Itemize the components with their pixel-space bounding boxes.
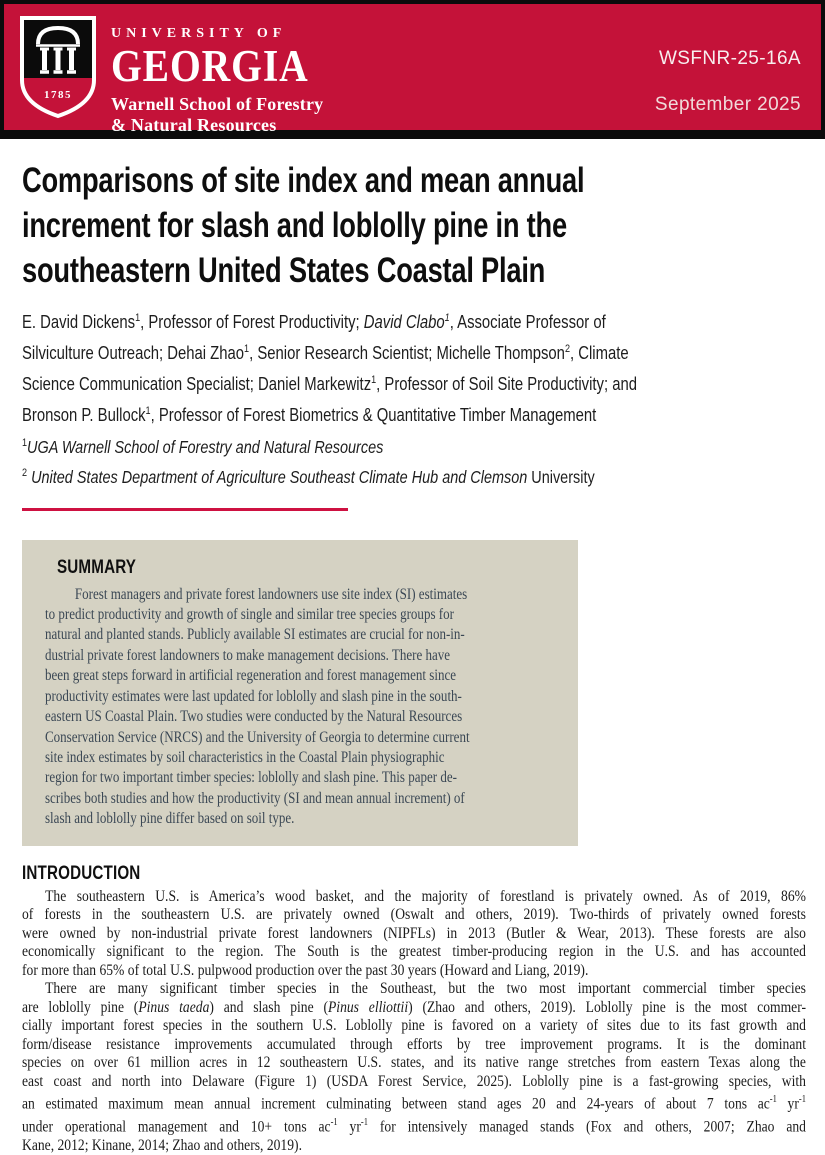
school-name: Warnell School of Forestry & Natural Res… [111, 94, 351, 136]
georgia-text: GEORGIA [111, 41, 309, 91]
body-line: species on over 61 million acres in 12 s… [22, 1054, 806, 1072]
school-line1: Warnell School of Forestry [111, 94, 324, 114]
masthead-band: 1785 UNIVERSITY OF GEORGIA Warnell Schoo… [4, 4, 821, 135]
logo-year: 1785 [44, 89, 72, 101]
introduction-heading: INTRODUCTION [22, 862, 141, 884]
introduction-paragraph-1: The southeastern U.S. is America’s wood … [22, 888, 806, 981]
summary-line: to predict productivity and growth of si… [45, 606, 454, 624]
title-line-2: increment for slash and loblolly pine in… [22, 206, 567, 245]
uga-shield-logo: 1785 [18, 14, 98, 125]
body-line: were owned by non-industrial private for… [22, 924, 806, 942]
document-number: WSFNR-25-16A [658, 48, 801, 69]
author-line: Bronson P. Bullock1, Professor of Forest… [22, 405, 597, 425]
page-title: Comparisons of site index and mean annua… [22, 158, 810, 293]
body-line: under operational management and 10+ ton… [22, 1116, 806, 1136]
summary-line: natural and planted stands. Publicly ava… [45, 626, 465, 644]
introduction-paragraph-2: There are many significant timber specie… [22, 980, 806, 1155]
author-line: Science Communication Specialist; Daniel… [22, 374, 637, 394]
summary-line: site index estimates by soil characteris… [45, 748, 445, 766]
masthead-right: WSFNR-25-16A September 2025 [655, 4, 821, 116]
masthead-bottom-bar [0, 130, 825, 139]
summary-line: eastern US Coastal Plain. Two studies we… [45, 708, 463, 726]
body-line: of forests in the southeastern U.S. are … [22, 906, 806, 924]
uga-shield-icon: 1785 [20, 16, 96, 119]
title-line-1: Comparisons of site index and mean annua… [22, 161, 585, 200]
university-of-text: UNIVERSITY OF [111, 26, 287, 41]
body-line: east coast and north into Delaware (Figu… [22, 1072, 806, 1090]
body-line: for more than 65% of total U.S. pulpwood… [22, 961, 589, 979]
summary-line: productivity estimates were last updated… [45, 687, 462, 705]
author-block: E. David Dickens1, Professor of Forest P… [22, 305, 806, 429]
summary-line: been great steps forward in artificial r… [45, 667, 457, 685]
university-wordmark: UNIVERSITY OF GEORGIA Warnell School of … [111, 26, 351, 136]
arch-icon [36, 25, 80, 74]
summary-line: Forest managers and private forest lando… [74, 585, 468, 603]
summary-box: SUMMARY Forest managers and private fore… [22, 539, 578, 846]
summary-line: scribes both studies and how the product… [45, 789, 465, 807]
introduction-body: The southeastern U.S. is America’s wood … [22, 888, 806, 1155]
affiliation-line: 1UGA Warnell School of Forestry and Natu… [22, 436, 384, 457]
summary-line: slash and loblolly pine differ based on … [45, 810, 295, 828]
author-line: E. David Dickens1, Professor of Forest P… [22, 312, 606, 332]
body-line: economically significant to the region. … [22, 943, 806, 961]
body-line: form/disease resistance improvements acc… [22, 1035, 806, 1053]
body-line: an estimated maximum mean annual increme… [22, 1094, 806, 1113]
author-line: Silviculture Outreach; Dehai Zhao1, Seni… [22, 343, 629, 363]
affiliation-block: 1UGA Warnell School of Forestry and Natu… [22, 430, 806, 490]
affiliation-line: 2 United States Department of Agricultur… [22, 466, 595, 487]
publication-date: September 2025 [654, 94, 801, 115]
school-line2: & Natural Resources [111, 115, 277, 135]
body-line: There are many significant timber specie… [45, 980, 806, 998]
summary-text: Forest managers and private forest lando… [45, 585, 543, 830]
body-line: cially important forest species in the s… [22, 1017, 806, 1035]
masthead: 1785 UNIVERSITY OF GEORGIA Warnell Schoo… [0, 0, 825, 135]
body-line: The southeastern U.S. is America’s wood … [45, 887, 806, 905]
body-line: are loblolly pine (Pinus taeda) and slas… [22, 998, 806, 1016]
summary-line: dustrial private forest landowners to ma… [45, 646, 451, 664]
summary-line: Conservation Service (NRCS) and the Univ… [45, 728, 470, 746]
body-line: Kane, 2012; Kinane, 2014; Zhao and other… [22, 1136, 302, 1154]
title-line-3: southeastern United States Coastal Plain [22, 251, 546, 290]
summary-heading: SUMMARY [57, 556, 137, 578]
summary-line: region for two important timber species:… [45, 769, 457, 787]
red-divider-rule [22, 507, 348, 511]
